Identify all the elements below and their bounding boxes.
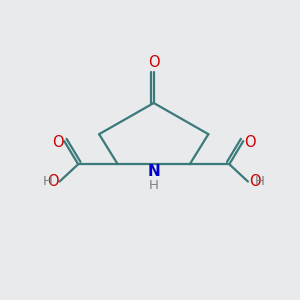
Text: O: O xyxy=(148,55,160,70)
Text: O: O xyxy=(52,135,63,150)
Text: N: N xyxy=(147,164,160,178)
Text: H: H xyxy=(43,175,52,188)
Text: O: O xyxy=(249,174,260,189)
Text: H: H xyxy=(255,175,265,188)
Text: O: O xyxy=(244,135,256,150)
Text: O: O xyxy=(47,174,59,189)
Text: H: H xyxy=(149,179,159,192)
